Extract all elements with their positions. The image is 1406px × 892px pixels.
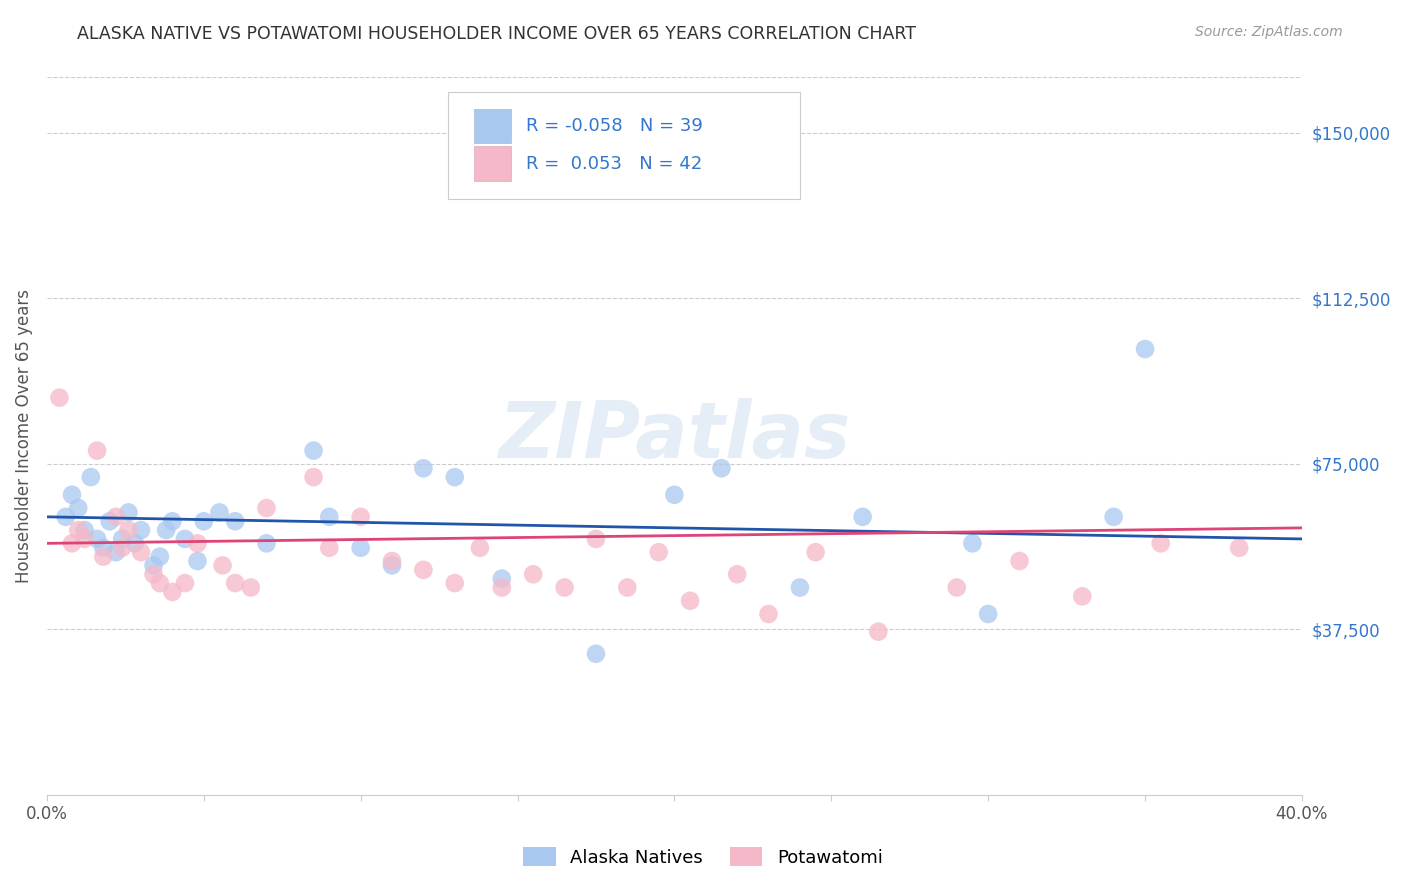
Point	[302, 470, 325, 484]
Point	[129, 545, 152, 559]
Text: ALASKA NATIVE VS POTAWATOMI HOUSEHOLDER INCOME OVER 65 YEARS CORRELATION CHART: ALASKA NATIVE VS POTAWATOMI HOUSEHOLDER …	[77, 25, 917, 43]
Point	[679, 593, 702, 607]
Point	[616, 581, 638, 595]
Point	[1008, 554, 1031, 568]
FancyBboxPatch shape	[474, 109, 512, 144]
Point	[852, 509, 875, 524]
Point	[443, 470, 465, 484]
Point	[1071, 590, 1094, 604]
Point	[491, 572, 513, 586]
Point	[224, 576, 246, 591]
Point	[1227, 541, 1250, 555]
Point	[1133, 342, 1156, 356]
Point	[239, 581, 262, 595]
Point	[412, 461, 434, 475]
Point	[554, 581, 576, 595]
Point	[149, 549, 172, 564]
Point	[1102, 509, 1125, 524]
Point	[468, 541, 491, 555]
Point	[111, 532, 134, 546]
Point	[67, 523, 90, 537]
Point	[117, 523, 139, 537]
Point	[945, 581, 967, 595]
Point	[256, 501, 278, 516]
Y-axis label: Householder Income Over 65 years: Householder Income Over 65 years	[15, 289, 32, 583]
Point	[174, 576, 197, 591]
Text: ZIPatlas: ZIPatlas	[498, 398, 851, 475]
Point	[350, 541, 373, 555]
Point	[124, 536, 146, 550]
FancyBboxPatch shape	[474, 146, 512, 181]
Point	[174, 532, 197, 546]
Point	[60, 488, 83, 502]
Point	[55, 509, 77, 524]
Point	[186, 554, 208, 568]
Point	[93, 541, 115, 555]
Point	[224, 514, 246, 528]
Point	[211, 558, 233, 573]
Point	[86, 443, 108, 458]
Point	[186, 536, 208, 550]
Point	[208, 505, 231, 519]
Point	[162, 585, 184, 599]
Point	[302, 443, 325, 458]
Point	[111, 541, 134, 555]
Point	[86, 532, 108, 546]
Point	[664, 488, 686, 502]
Text: R =  0.053   N = 42: R = 0.053 N = 42	[526, 154, 703, 172]
Point	[73, 523, 96, 537]
Point	[149, 576, 172, 591]
Point	[104, 545, 127, 559]
Point	[73, 532, 96, 546]
Point	[256, 536, 278, 550]
Point	[129, 523, 152, 537]
Point	[104, 509, 127, 524]
Point	[585, 647, 607, 661]
Point	[647, 545, 669, 559]
Point	[60, 536, 83, 550]
Point	[381, 558, 404, 573]
Point	[977, 607, 1000, 621]
Point	[193, 514, 215, 528]
Text: R = -0.058   N = 39: R = -0.058 N = 39	[526, 117, 703, 136]
Point	[93, 549, 115, 564]
Point	[162, 514, 184, 528]
Point	[804, 545, 827, 559]
Point	[48, 391, 70, 405]
Point	[443, 576, 465, 591]
Point	[522, 567, 544, 582]
Point	[155, 523, 177, 537]
FancyBboxPatch shape	[449, 92, 800, 200]
Point	[381, 554, 404, 568]
Point	[710, 461, 733, 475]
Point	[962, 536, 984, 550]
Legend: Alaska Natives, Potawatomi: Alaska Natives, Potawatomi	[516, 840, 890, 874]
Point	[98, 514, 121, 528]
Point	[868, 624, 890, 639]
Point	[80, 470, 103, 484]
Point	[1150, 536, 1173, 550]
Point	[412, 563, 434, 577]
Point	[725, 567, 748, 582]
Point	[789, 581, 811, 595]
Point	[117, 505, 139, 519]
Text: Source: ZipAtlas.com: Source: ZipAtlas.com	[1195, 25, 1343, 39]
Point	[758, 607, 780, 621]
Point	[142, 558, 165, 573]
Point	[491, 581, 513, 595]
Point	[142, 567, 165, 582]
Point	[318, 541, 340, 555]
Point	[67, 501, 90, 516]
Point	[585, 532, 607, 546]
Point	[350, 509, 373, 524]
Point	[318, 509, 340, 524]
